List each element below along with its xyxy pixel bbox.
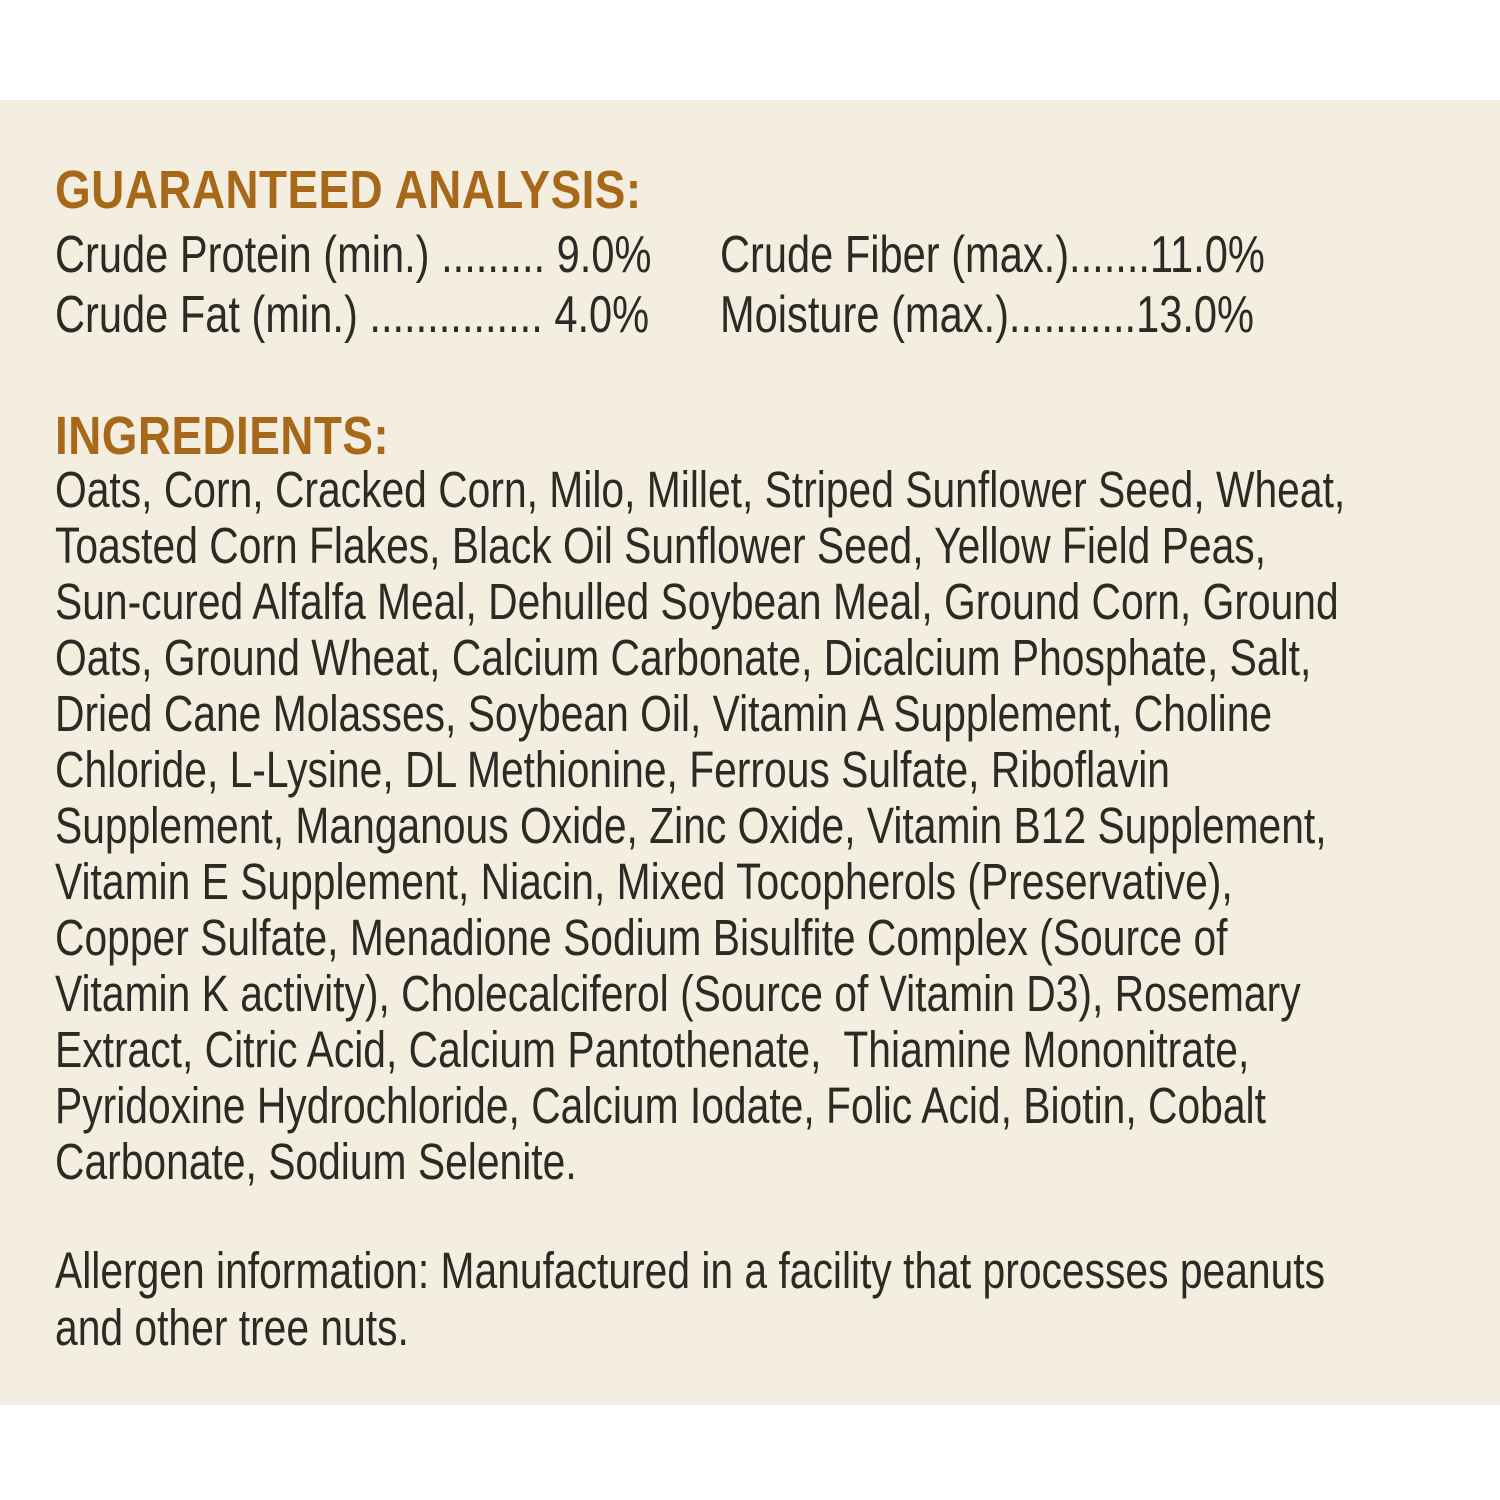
analysis-cell-crude-fiber: Crude Fiber (max.).......11.0% (720, 225, 1480, 285)
ingredients-line: Sun-cured Alfalfa Meal, Dehulled Soybean… (55, 573, 1339, 630)
analysis-value: 4.0% (554, 286, 650, 344)
ingredients-line: Vitamin K activity), Cholecalciferol (So… (55, 965, 1301, 1022)
analysis-label: Crude Protein (min.) (55, 226, 430, 284)
analysis-value: 9.0% (556, 226, 652, 284)
ingredients-line: Vitamin E Supplement, Niacin, Mixed Toco… (55, 853, 1233, 910)
allergen-line: Allergen information: Manufactured in a … (55, 1242, 1326, 1299)
ingredients-line: Supplement, Manganous Oxide, Zinc Oxide,… (55, 797, 1327, 854)
analysis-value: 11.0% (1149, 226, 1265, 284)
analysis-cell-moisture: Moisture (max.)...........13.0% (720, 285, 1480, 345)
analysis-cell-crude-fat: Crude Fat (min.) ............... 4.0% (55, 285, 720, 345)
allergen-line: and other tree nuts. (55, 1299, 409, 1356)
ingredients-line: Dried Cane Molasses, Soybean Oil, Vitami… (55, 685, 1273, 742)
guaranteed-analysis-table: Crude Protein (min.) ......... 9.0% Crud… (55, 225, 1480, 345)
dot-leader: ......... (429, 226, 557, 284)
table-row: Crude Protein (min.) ......... 9.0% Crud… (55, 225, 1480, 285)
ingredients-heading: INGREDIENTS: (55, 406, 390, 466)
ingredients-line: Copper Sulfate, Menadione Sodium Bisulfi… (55, 909, 1228, 966)
ingredients-line: Pyridoxine Hydrochloride, Calcium Iodate… (55, 1077, 1266, 1134)
ingredients-line: Chloride, L-Lysine, DL Methionine, Ferro… (55, 741, 1170, 798)
ingredients-line: Oats, Ground Wheat, Calcium Carbonate, D… (55, 629, 1312, 686)
analysis-value: 13.0% (1136, 286, 1255, 344)
dot-leader: ............... (357, 286, 555, 344)
analysis-label: Moisture (max.) (720, 286, 1009, 344)
label-panel: GUARANTEED ANALYSIS: Crude Protein (min.… (0, 100, 1500, 1405)
table-row: Crude Fat (min.) ............... 4.0% Mo… (55, 285, 1480, 345)
dot-leader: ........... (1008, 286, 1137, 344)
ingredients-line: Carbonate, Sodium Selenite. (55, 1133, 577, 1190)
analysis-cell-crude-protein: Crude Protein (min.) ......... 9.0% (55, 225, 720, 285)
analysis-label: Crude Fat (min.) (55, 286, 358, 344)
analysis-label: Crude Fiber (max.) (720, 226, 1070, 284)
ingredients-list: Oats, Corn, Cracked Corn, Milo, Millet, … (55, 462, 1480, 1190)
allergen-statement: Allergen information: Manufactured in a … (55, 1242, 1480, 1356)
guaranteed-analysis-heading: GUARANTEED ANALYSIS: (55, 160, 642, 220)
ingredients-line: Toasted Corn Flakes, Black Oil Sunflower… (55, 517, 1267, 574)
ingredients-line: Extract, Citric Acid, Calcium Pantothena… (55, 1021, 1250, 1078)
ingredients-line: Oats, Corn, Cracked Corn, Milo, Millet, … (55, 461, 1346, 518)
dot-leader: ....... (1069, 226, 1150, 284)
